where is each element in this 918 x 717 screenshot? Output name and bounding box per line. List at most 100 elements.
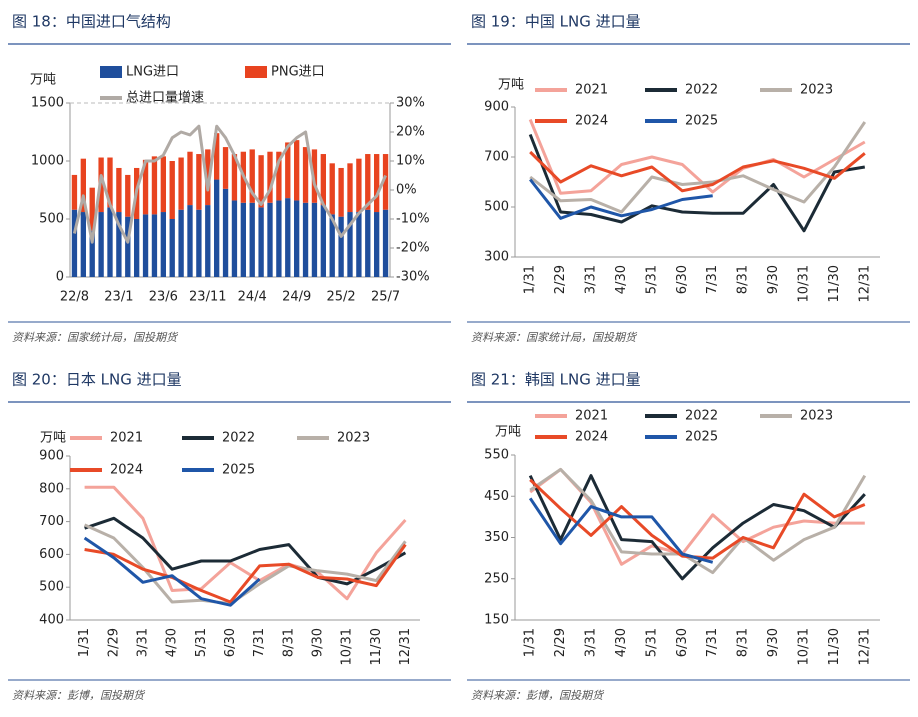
bar (249, 149, 255, 203)
bar (205, 205, 211, 277)
bar (134, 219, 140, 277)
bar (169, 161, 175, 219)
x-tick-label: 23/11 (189, 290, 226, 305)
bar (347, 163, 353, 213)
y2-tick-label: 0% (396, 183, 417, 198)
legend-label: 2025 (222, 463, 255, 478)
bar (196, 209, 202, 277)
y-tick-label: 150 (484, 613, 509, 628)
y-axis-label: 万吨 (30, 73, 56, 88)
legend-swatch (245, 66, 267, 78)
x-tick-label: 4/30 (165, 628, 180, 657)
bar (365, 209, 371, 277)
bar (89, 230, 95, 277)
series-line (529, 150, 866, 193)
y-tick-label: 600 (39, 547, 64, 562)
x-tick-label: 11/30 (827, 628, 842, 665)
y2-tick-label: -20% (396, 241, 430, 256)
y-tick-label: 450 (484, 489, 509, 504)
y-tick-label: 300 (484, 250, 509, 265)
y-tick-label: 550 (484, 448, 509, 463)
bar (107, 207, 113, 277)
y-tick-label: 900 (39, 449, 64, 464)
legend-label: 2024 (575, 430, 608, 445)
y2-tick-label: -30% (396, 270, 430, 285)
legend-label: 2023 (800, 83, 833, 98)
legend-label: 2023 (800, 409, 833, 424)
series-line (529, 467, 867, 575)
bar (142, 159, 149, 215)
x-tick-label: 3/31 (584, 265, 599, 294)
bar (80, 158, 86, 213)
legend-label: LNG进口 (126, 65, 179, 80)
x-tick-label: 1/31 (523, 265, 538, 294)
bar (178, 157, 184, 210)
legend-label: 2022 (685, 409, 718, 424)
bar (320, 205, 326, 277)
y-tick-label: 1500 (31, 96, 64, 111)
x-tick-label: 11/30 (369, 628, 384, 665)
bar (116, 167, 122, 213)
bar (125, 216, 131, 277)
source: 资料来源：彭博，国投期货 (471, 689, 605, 702)
bar (231, 154, 238, 201)
series-line (528, 133, 866, 233)
y-tick-label: 700 (484, 150, 509, 165)
bar (285, 198, 291, 277)
y2-tick-label: 10% (396, 154, 425, 169)
x-tick-label: 4/30 (614, 265, 629, 294)
x-tick-label: 25/7 (371, 290, 400, 305)
legend-label: 2025 (685, 430, 718, 445)
series-line (529, 121, 867, 214)
panel-title: 图 19：中国 LNG 进口量 (471, 13, 641, 31)
legend-label: 2022 (222, 431, 255, 446)
x-tick-label: 2/29 (106, 628, 121, 657)
x-tick-label: 23/6 (149, 290, 178, 305)
legend-label: 2024 (110, 463, 143, 478)
bar (142, 214, 149, 277)
y-tick-label: 500 (39, 580, 64, 595)
bar (338, 216, 344, 277)
legend-label: 2021 (575, 83, 608, 98)
x-tick-label: 6/30 (675, 265, 690, 294)
bar (196, 154, 202, 210)
bar (320, 154, 326, 206)
x-tick-label: 8/31 (281, 628, 296, 657)
bar (240, 202, 246, 277)
x-tick-label: 9/30 (766, 265, 781, 294)
bar (231, 200, 238, 277)
bar (374, 212, 380, 277)
x-tick-label: 12/31 (857, 265, 872, 302)
x-tick-label: 11/30 (827, 265, 842, 302)
bar (356, 212, 362, 277)
y2-tick-label: -10% (396, 212, 430, 227)
panel-title: 图 18：中国进口气结构 (12, 13, 171, 31)
series-line (529, 178, 713, 220)
x-tick-label: 12/31 (398, 628, 413, 665)
bar (329, 214, 335, 277)
bar (365, 154, 371, 210)
y-tick-label: 0 (56, 270, 64, 285)
bar (258, 207, 264, 277)
bar (80, 212, 86, 277)
bar (160, 156, 166, 213)
series-line (528, 118, 866, 195)
series-line (528, 497, 714, 564)
x-tick-label: 7/31 (705, 265, 720, 294)
x-tick-label: 4/30 (614, 628, 629, 657)
x-tick-label: 8/31 (736, 628, 751, 657)
bar (294, 140, 300, 201)
bar (329, 163, 335, 215)
bar (222, 188, 229, 277)
x-tick-label: 10/31 (796, 628, 811, 665)
x-tick-label: 5/31 (194, 628, 209, 657)
bar (276, 200, 282, 277)
series-line (72, 124, 387, 244)
y-tick-label: 800 (39, 481, 64, 496)
bar (151, 214, 158, 277)
bar (178, 209, 184, 277)
legend-swatch (100, 66, 122, 78)
x-tick-label: 5/31 (644, 628, 659, 657)
